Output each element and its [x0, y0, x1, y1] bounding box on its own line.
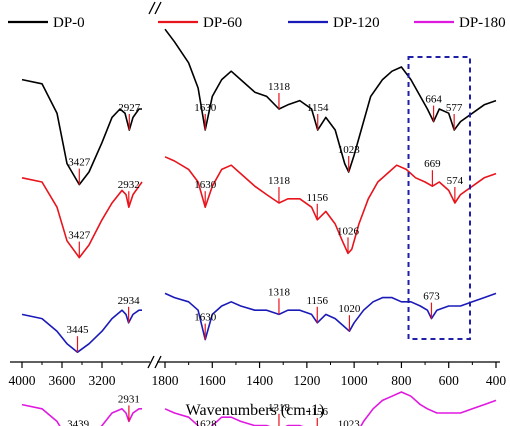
- x-tick-label-3600: 3600: [49, 373, 76, 388]
- annotation-label-dp-120-1020: 1020: [338, 303, 361, 315]
- annotation-label-dp-0-1318: 1318: [268, 81, 291, 93]
- series-line-dp-0-seg1: [21, 78, 142, 186]
- x-tick-label-1600: 1600: [199, 373, 226, 388]
- annotation-label-dp-0-1630: 1630: [194, 102, 217, 114]
- x-tick-label-1200: 1200: [293, 373, 320, 388]
- annotation-label-dp-180-1156: 1156: [306, 406, 328, 418]
- legend-label-dp-120: DP-120: [333, 15, 380, 31]
- axis-break-mark-2: [154, 355, 162, 369]
- annotation-label-dp-60-1026: 1026: [337, 225, 360, 237]
- annotation-label-dp-120-673: 673: [423, 291, 440, 303]
- series-line-dp-60-seg1: [21, 177, 143, 259]
- top-break-mark-1: [148, 1, 156, 15]
- x-tick-label-1800: 1800: [152, 373, 179, 388]
- series-line-dp-0-seg2: [164, 28, 497, 173]
- annotation-label-dp-180-1318: 1318: [268, 402, 291, 414]
- annotation-label-dp-180-3439: 3439: [67, 419, 90, 426]
- annotation-label-dp-60-3427: 3427: [68, 230, 91, 242]
- x-tick-label-4000: 4000: [9, 373, 36, 388]
- highlight-region: [407, 56, 471, 340]
- annotation-label-dp-180-2931: 2931: [118, 393, 140, 405]
- annotation-label-dp-60-1156: 1156: [306, 192, 328, 204]
- x-tick-label-1000: 1000: [341, 373, 368, 388]
- x-tick-label-3200: 3200: [89, 373, 116, 388]
- legend-label-dp-180: DP-180: [459, 15, 506, 31]
- axis-break-mark-1: [147, 355, 155, 369]
- annotation-label-dp-60-1318: 1318: [268, 175, 291, 187]
- annotation-label-dp-60-2932: 2932: [118, 179, 140, 191]
- annotation-label-dp-120-2934: 2934: [118, 295, 141, 307]
- annotation-label-dp-180-1023: 1023: [338, 419, 361, 426]
- annotation-label-dp-120-1318: 1318: [268, 286, 291, 298]
- annotation-label-dp-0-577: 577: [446, 102, 463, 114]
- legend-label-dp-60: DP-60: [203, 15, 242, 31]
- series-line-dp-180-seg1: [21, 403, 142, 426]
- x-tick-label-800: 800: [391, 373, 412, 388]
- annotation-label-dp-180-1628: 1628: [195, 419, 218, 426]
- annotation-label-dp-0-3427: 3427: [68, 157, 91, 169]
- annotation-label-dp-120-3445: 3445: [67, 324, 90, 336]
- series-line-dp-120-seg2: [164, 292, 497, 341]
- top-break-mark-2: [154, 1, 162, 15]
- x-axis-title: Wavenumbers (cm-1): [186, 402, 325, 419]
- peak-annotations: 3427 2927 1630 1318 1154 1023 664 577 3427 2932 16…: [67, 81, 464, 426]
- series-line-dp-180-seg2: [164, 391, 497, 426]
- annotation-label-dp-60-669: 669: [424, 158, 441, 170]
- legend: DP-0 DP-60 DP-120 DP-180: [8, 15, 506, 31]
- highlight-dashed-box: [407, 56, 471, 340]
- x-tick-label-600: 600: [439, 373, 460, 388]
- annotation-label-dp-60-1630: 1630: [194, 179, 217, 191]
- series-line-dp-60-seg2: [164, 156, 497, 255]
- series-line-dp-120-seg1: [21, 309, 142, 353]
- series-lines: [21, 28, 497, 426]
- legend-label-dp-0: DP-0: [53, 15, 85, 31]
- x-tick-label-400: 400: [486, 373, 507, 388]
- annotation-label-dp-0-1023: 1023: [338, 144, 361, 156]
- x-tick-label-1400: 1400: [246, 373, 273, 388]
- annotation-label-dp-60-574: 574: [447, 175, 464, 187]
- annotation-label-dp-0-664: 664: [425, 94, 442, 106]
- annotation-label-dp-120-1630: 1630: [194, 312, 217, 324]
- x-axis: 4000 3600 3200 1800 1600 1400 1200 1000 800 600 40…: [9, 1, 507, 388]
- annotation-label-dp-0-2927: 2927: [118, 102, 141, 114]
- annotation-label-dp-0-1154: 1154: [307, 102, 329, 114]
- annotation-label-dp-120-1156: 1156: [306, 295, 328, 307]
